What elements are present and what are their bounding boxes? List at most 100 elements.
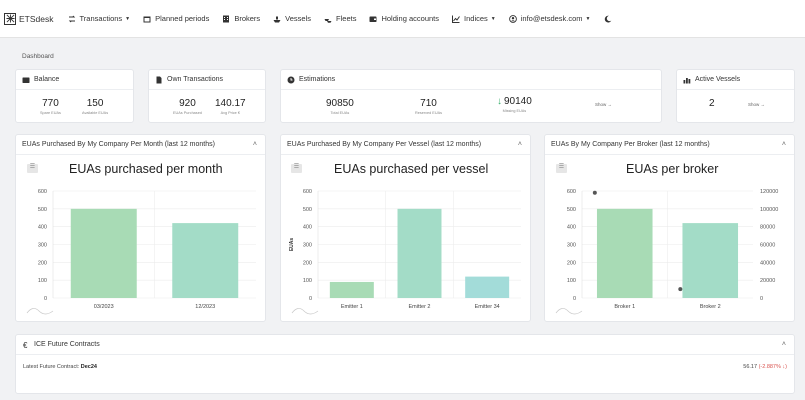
y-tick-label: 600 [567, 189, 576, 195]
nav-brokers[interactable]: Brokers [222, 14, 260, 23]
secondary-y-tick-label: 60000 [760, 243, 775, 249]
estimations-show-link[interactable]: Show → [595, 102, 613, 107]
chart-menu-button[interactable]: ☰ [291, 164, 302, 173]
nav-planned-periods[interactable]: Planned periods [143, 14, 209, 23]
nav-holding-accounts[interactable]: Holding accounts [369, 14, 439, 23]
active-vessels-header: Active Vessels [677, 70, 794, 90]
latest-future-contract: Latest Future Contract: Dec24 [23, 364, 97, 370]
transactions-icon [68, 15, 76, 23]
total-euas-stat: 90850 Total EUAs [326, 98, 354, 115]
bar[interactable] [397, 208, 442, 298]
nav-fleets-label: Fleets [336, 14, 357, 23]
x-tick-label: 12/2023 [195, 304, 215, 310]
bar[interactable] [172, 223, 239, 298]
collapse-icon[interactable]: ˄ [517, 141, 522, 148]
reserved-euas-value: 710 [420, 98, 437, 109]
euro-icon: € [22, 341, 30, 349]
indices-icon [452, 15, 460, 23]
x-tick-label: Emitter 34 [475, 304, 500, 310]
missing-euas-label: Missing EUAs [502, 109, 527, 113]
euas-purchased-stat: 920 EUAs Purchased [173, 98, 202, 115]
x-tick-label: Broker 2 [700, 304, 721, 310]
reserved-euas-label: Reserved EUAs [415, 111, 443, 115]
secondary-y-tick-label: 100000 [760, 207, 778, 213]
y-tick-label: 100 [303, 278, 312, 284]
y-tick-label: 0 [309, 296, 312, 302]
balance-card: Balance 770 Spare EUAs 150 Available EUA… [15, 69, 134, 123]
secondary-y-tick-label: 0 [760, 296, 763, 302]
balance-title: Balance [34, 76, 60, 83]
own-transactions-title: Own Transactions [167, 76, 224, 83]
nav-transactions[interactable]: Transactions ▼ [68, 14, 130, 23]
brand-name: ETSdesk [19, 13, 54, 24]
x-tick-label: Broker 1 [614, 304, 635, 310]
moon-icon [604, 15, 612, 23]
brand[interactable]: ETSdesk [4, 12, 54, 25]
x-tick-label: Emitter 1 [341, 304, 363, 310]
bar[interactable] [329, 281, 374, 298]
y-tick-label: 300 [303, 243, 312, 249]
estimations-card: Estimations 90850 Total EUAs 710 Reserve… [280, 69, 662, 123]
missing-euas-stat: ↓ 90140 Missing EUAs [497, 96, 532, 113]
y-tick-label: 400 [303, 225, 312, 231]
nav-planned-periods-label: Planned periods [155, 14, 210, 23]
bar[interactable] [465, 276, 510, 298]
secondary-y-tick-label: 120000 [760, 189, 778, 195]
y-tick-label: 500 [567, 207, 576, 213]
nav-user-email: info@etsdesk.com [520, 14, 583, 23]
euas-per-vessel-panel: EUAs Purchased By My Company Per Vessel … [280, 134, 531, 322]
secondary-y-tick-label: 20000 [760, 278, 775, 284]
navigator-sparkline [555, 308, 583, 315]
x-tick-label: Emitter 2 [408, 304, 430, 310]
chart-menu-button[interactable]: ☰ [27, 164, 38, 173]
nav-fleets[interactable]: Fleets [324, 14, 356, 23]
y-tick-label: 600 [303, 189, 312, 195]
euas-per-vessel-chart: 0 100 200 300 400 500 600 Emitter 1 Emitter 2 Emi… [289, 189, 521, 315]
euas-purchased-value: 920 [179, 98, 196, 109]
y-axis-label: EUAs [289, 238, 295, 252]
spare-euas-value: 770 [42, 98, 59, 109]
euas-per-month-header-title: EUAs Purchased By My Company Per Month (… [22, 141, 215, 148]
bar[interactable] [70, 208, 137, 298]
y-tick-label: 500 [303, 207, 312, 213]
y-tick-label: 100 [38, 278, 47, 284]
y-tick-label: 200 [303, 260, 312, 266]
scatter-point[interactable] [592, 190, 597, 195]
euas-per-broker-header-title: EUAs By My Company Per Broker (last 12 m… [551, 141, 710, 148]
available-euas-label: Available EUAs [82, 111, 109, 115]
chart-title: EUAs purchased per month [69, 162, 223, 176]
collapse-icon[interactable]: ˄ [252, 141, 257, 148]
available-euas-value: 150 [86, 98, 104, 109]
nav-holding-accounts-label: Holding accounts [381, 14, 440, 23]
user-icon [508, 14, 517, 23]
active-vessels-card: Active Vessels 2 Show → [676, 69, 795, 123]
active-vessels-value: 2 [709, 98, 715, 109]
nav-vessels-label: Vessels [285, 14, 312, 23]
euas-per-month-header: EUAs Purchased By My Company Per Month (… [16, 135, 265, 155]
chart-menu-button[interactable]: ☰ [556, 164, 567, 173]
bar[interactable] [596, 208, 653, 298]
nav-indices[interactable]: Indices ▼ [452, 14, 496, 23]
euas-per-vessel-header-title: EUAs Purchased By My Company Per Vessel … [287, 141, 482, 148]
spare-euas-label: Spare EUAs [40, 111, 61, 115]
collapse-icon[interactable]: ˄ [781, 141, 786, 148]
ice-price-change: (-2.887% ↓) [758, 364, 787, 370]
y-tick-label: 600 [38, 189, 47, 195]
nav-indices-label: Indices [464, 14, 488, 23]
nav-vessels[interactable]: Vessels [273, 14, 311, 23]
y-tick-label: 300 [567, 243, 576, 249]
avg-price-stat: 140.17 Avg Price € [215, 98, 246, 115]
scatter-point[interactable] [678, 287, 683, 292]
latest-future-contract-value: Dec24 [80, 364, 97, 370]
bar[interactable] [682, 223, 739, 298]
active-vessels-stat: 2 [709, 98, 715, 109]
nav-user-menu[interactable]: info@etsdesk.com ▼ [508, 14, 591, 23]
active-vessels-show-link[interactable]: Show → [748, 102, 766, 107]
top-navbar: ETSdesk Transactions ▼ Planned periods B… [0, 0, 805, 38]
page-title: Dashboard [22, 53, 54, 60]
collapse-icon[interactable]: ˄ [781, 341, 786, 348]
secondary-y-tick-label: 40000 [760, 260, 775, 266]
nav-brokers-label: Brokers [234, 14, 261, 23]
theme-toggle[interactable] [604, 15, 616, 23]
euas-per-month-chart: 0 100 200 300 400 500 600 03/2023 12/2023 [26, 189, 256, 315]
